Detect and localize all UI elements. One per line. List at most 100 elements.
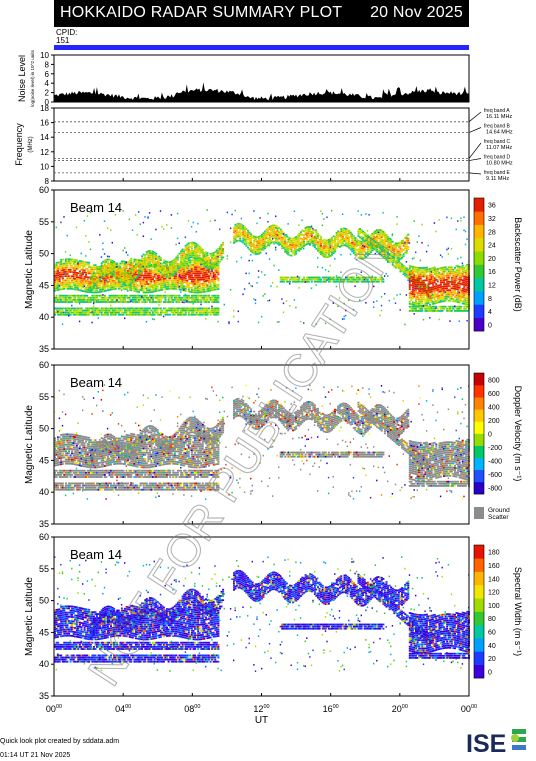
colorbar-segment: [474, 445, 484, 458]
colorbar-tick-label: 800: [488, 378, 500, 385]
colorbar-label: Backscatter Power (dB): [513, 217, 523, 312]
frequency-ylabel-unit: (MHz): [28, 136, 34, 152]
colorbar-label-group: Backscatter Power (dB): [513, 217, 523, 312]
frequency-band-leader: [468, 158, 482, 161]
noise-tick-label: 0: [45, 98, 50, 107]
colorbar-segment: [474, 409, 484, 422]
noise-trace: [54, 82, 469, 102]
logo-dot: [511, 734, 519, 742]
beam-label: Beam 14: [70, 547, 122, 562]
colorbar-tick-label: 100: [488, 603, 500, 610]
colorbar-tick-label: -600: [488, 472, 502, 479]
frequency-band-value: 16.11 MHz: [486, 114, 512, 120]
colorbar-tick-label: 8: [488, 296, 492, 303]
ground-scatter-label: Scatter: [488, 514, 509, 521]
latitude-tick-label: 50: [39, 424, 49, 434]
latitude-tick-label: 50: [39, 596, 49, 606]
frequency-band-name: freq band B: [484, 124, 511, 130]
frequency-band-value: 11.07 MHz: [486, 145, 512, 151]
latitude-tick-label: 55: [39, 564, 49, 574]
colorbar-segment: [474, 571, 484, 586]
colorbar-tick-label: 200: [488, 418, 500, 425]
colorbar-segment: [474, 481, 484, 495]
frequency-ylabel: Frequency: [14, 123, 24, 166]
frequency-band-value: 10.80 MHz: [486, 161, 513, 167]
colorbar-tick-label: 180: [488, 550, 500, 557]
noise-tick-label: 2: [45, 89, 50, 98]
colorbar-tick-label: 20: [488, 256, 496, 263]
time-tick-label: 0400: [115, 704, 131, 714]
radar-panel-1-data: [54, 190, 470, 349]
latitude-tick-label: 40: [39, 312, 49, 322]
latitude-tick-label: 45: [39, 280, 49, 290]
frequency-tick-label: 10: [40, 162, 49, 171]
colorbar-tick-label: 20: [488, 656, 496, 663]
colorbar-segment: [474, 433, 484, 446]
latitude-axis-label-group: Magnetic Latitude: [24, 405, 35, 484]
colorbar-tick-label: 12: [488, 282, 496, 289]
colorbar-frame: [473, 197, 485, 332]
footer-timestamp: 01:14 UT 21 Nov 2025: [0, 752, 71, 759]
footer-credit: Quick look plot created by sddata.adm: [0, 738, 120, 745]
frequency-tick-label: 18: [40, 104, 49, 113]
isee-logo: ISE: [466, 729, 526, 758]
radar-panel-2-data: [54, 365, 470, 524]
header-bar: HOKKAIDO RADAR SUMMARY PLOT 20 Nov 2025: [54, 0, 469, 27]
colorbar-tick-label: 16: [488, 269, 496, 276]
colorbar-segment: [474, 469, 484, 483]
colorbar-frame: [473, 372, 485, 495]
latitude-axis-label: Magnetic Latitude: [24, 405, 35, 484]
noise-ylabel-sub: log(noise level) in 10^2 units: [30, 49, 35, 106]
colorbar-label-group: Doppler Velocity (m s⁻¹): [513, 386, 523, 482]
colorbar-tick-label: 160: [488, 563, 500, 570]
ground-scatter-label: Ground: [488, 507, 510, 514]
time-tick-label: 1600: [323, 704, 339, 714]
frequency-band-value: 9.11 MHz: [486, 176, 509, 182]
colorbar-segment: [474, 385, 484, 398]
colorbar-segment: [474, 598, 484, 612]
colorbar-tick-label: 0: [488, 669, 492, 676]
colorbar-label: Spectral Width (m s⁻¹): [513, 567, 523, 656]
frequency-tick-label: 12: [40, 148, 49, 157]
colorbar-segment: [474, 421, 484, 434]
logo-bar-blue: [512, 745, 526, 750]
colorbar-segment: [474, 611, 484, 626]
colorbar-segment: [474, 264, 484, 279]
colorbar-segment: [474, 373, 484, 386]
time-tick-label: 0000: [46, 704, 62, 714]
latitude-tick-label: 50: [39, 249, 49, 259]
colorbar-tick-label: 0: [488, 322, 492, 329]
colorbar-segment: [474, 304, 484, 318]
latitude-tick-label: 35: [39, 691, 49, 701]
frequency-band-leader: [468, 127, 482, 133]
colorbar-segment: [474, 558, 484, 572]
latitude-tick-label: 60: [39, 532, 49, 542]
colorbar-label-group: Spectral Width (m s⁻¹): [513, 567, 523, 656]
latitude-tick-label: 45: [39, 627, 49, 637]
latitude-tick-label: 35: [39, 344, 49, 354]
colorbar-segment: [474, 317, 484, 332]
colorbar-segment: [474, 237, 484, 252]
latitude-tick-label: 40: [39, 487, 49, 497]
cpid-block: CPID: 151: [56, 29, 77, 45]
colorbar-segment: [474, 224, 484, 239]
latitude-tick-label: 60: [39, 185, 49, 195]
colorbar-segment: [474, 211, 484, 225]
frequency-tick-label: 16: [40, 119, 49, 128]
frequency-tick-label: 8: [45, 177, 50, 186]
time-tick-label: 2000: [392, 704, 408, 714]
noise-tick-label: 8: [45, 60, 50, 69]
frequency-band-leader: [468, 111, 482, 123]
latitude-axis-label: Magnetic Latitude: [24, 230, 35, 309]
colorbar-tick-label: 0: [488, 432, 492, 439]
colorbar-tick-label: 60: [488, 629, 496, 636]
frequency-band-name: freq band D: [484, 155, 511, 161]
colorbar-segment: [474, 397, 484, 410]
colorbar-segment: [474, 277, 484, 292]
ground-scatter-swatch: [474, 507, 484, 519]
noise-tick-label: 4: [45, 79, 50, 88]
colorbar-segment: [474, 291, 484, 305]
colorbar-tick-label: 4: [488, 309, 492, 316]
cpid-bar: [54, 45, 469, 50]
